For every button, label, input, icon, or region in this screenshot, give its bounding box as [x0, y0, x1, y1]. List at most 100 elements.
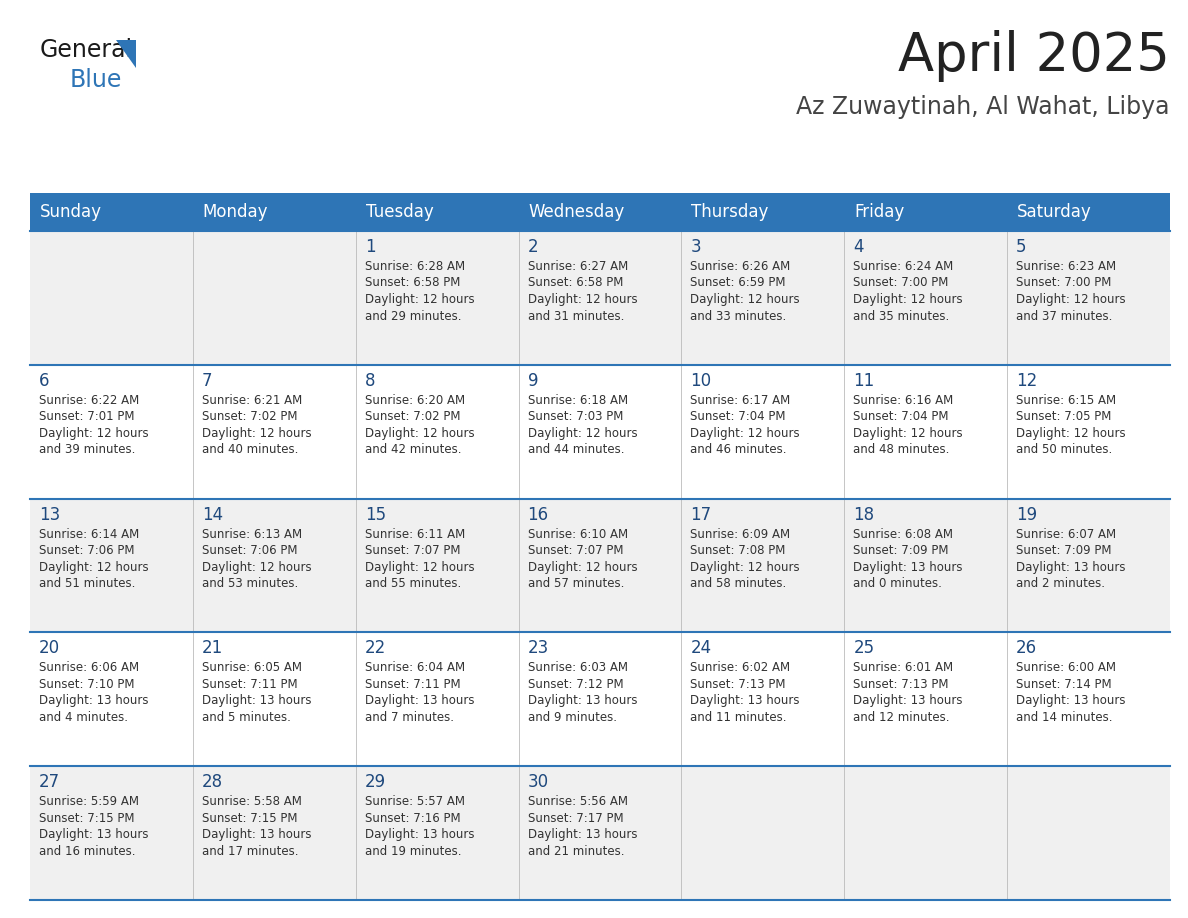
Text: 21: 21 [202, 640, 223, 657]
Text: and 51 minutes.: and 51 minutes. [39, 577, 135, 590]
Text: and 0 minutes.: and 0 minutes. [853, 577, 942, 590]
Text: 30: 30 [527, 773, 549, 791]
Text: Sunset: 7:02 PM: Sunset: 7:02 PM [365, 410, 460, 423]
Text: Sunrise: 6:22 AM: Sunrise: 6:22 AM [39, 394, 139, 407]
Text: and 42 minutes.: and 42 minutes. [365, 443, 461, 456]
Text: and 55 minutes.: and 55 minutes. [365, 577, 461, 590]
Text: Daylight: 12 hours: Daylight: 12 hours [690, 427, 800, 440]
Text: Daylight: 13 hours: Daylight: 13 hours [202, 828, 311, 841]
Text: 12: 12 [1016, 372, 1037, 390]
Bar [30, 231, 1170, 364]
Text: 22: 22 [365, 640, 386, 657]
Text: 25: 25 [853, 640, 874, 657]
Text: Sunset: 7:00 PM: Sunset: 7:00 PM [1016, 276, 1112, 289]
Text: Daylight: 12 hours: Daylight: 12 hours [39, 561, 148, 574]
Bar [30, 633, 1170, 767]
Text: and 57 minutes.: and 57 minutes. [527, 577, 624, 590]
Text: 11: 11 [853, 372, 874, 390]
Text: Daylight: 12 hours: Daylight: 12 hours [1016, 427, 1126, 440]
Text: Sunset: 6:59 PM: Sunset: 6:59 PM [690, 276, 786, 289]
Text: and 9 minutes.: and 9 minutes. [527, 711, 617, 724]
Text: Sunset: 7:09 PM: Sunset: 7:09 PM [853, 544, 949, 557]
Text: and 31 minutes.: and 31 minutes. [527, 309, 624, 322]
Text: Daylight: 13 hours: Daylight: 13 hours [853, 694, 962, 708]
Text: Daylight: 13 hours: Daylight: 13 hours [202, 694, 311, 708]
Text: Sunset: 7:10 PM: Sunset: 7:10 PM [39, 677, 134, 691]
Text: 5: 5 [1016, 238, 1026, 256]
Text: Daylight: 12 hours: Daylight: 12 hours [365, 293, 474, 306]
Text: Sunrise: 6:03 AM: Sunrise: 6:03 AM [527, 661, 627, 675]
Text: 14: 14 [202, 506, 223, 523]
Text: Blue: Blue [70, 68, 122, 92]
Text: and 7 minutes.: and 7 minutes. [365, 711, 454, 724]
Text: Sunrise: 6:07 AM: Sunrise: 6:07 AM [1016, 528, 1117, 541]
Text: Sunrise: 6:09 AM: Sunrise: 6:09 AM [690, 528, 790, 541]
Text: Sunset: 7:15 PM: Sunset: 7:15 PM [39, 812, 134, 824]
Text: Sunset: 7:13 PM: Sunset: 7:13 PM [690, 677, 786, 691]
Text: Sunrise: 6:27 AM: Sunrise: 6:27 AM [527, 260, 627, 273]
Text: Sunrise: 6:02 AM: Sunrise: 6:02 AM [690, 661, 790, 675]
Text: Daylight: 12 hours: Daylight: 12 hours [365, 427, 474, 440]
Bar [30, 193, 1170, 231]
Text: Sunset: 7:16 PM: Sunset: 7:16 PM [365, 812, 460, 824]
Text: Friday: Friday [854, 203, 904, 221]
Text: and 11 minutes.: and 11 minutes. [690, 711, 786, 724]
Text: Monday: Monday [203, 203, 268, 221]
Text: and 39 minutes.: and 39 minutes. [39, 443, 135, 456]
Text: Sunset: 7:04 PM: Sunset: 7:04 PM [853, 410, 949, 423]
Text: Daylight: 12 hours: Daylight: 12 hours [365, 561, 474, 574]
Text: and 35 minutes.: and 35 minutes. [853, 309, 949, 322]
Text: Sunrise: 6:23 AM: Sunrise: 6:23 AM [1016, 260, 1117, 273]
Text: Daylight: 12 hours: Daylight: 12 hours [690, 561, 800, 574]
Text: Sunrise: 6:21 AM: Sunrise: 6:21 AM [202, 394, 302, 407]
Text: Daylight: 12 hours: Daylight: 12 hours [527, 561, 637, 574]
Text: Wednesday: Wednesday [529, 203, 625, 221]
Text: and 5 minutes.: and 5 minutes. [202, 711, 291, 724]
Text: 8: 8 [365, 372, 375, 390]
Text: 17: 17 [690, 506, 712, 523]
Text: and 50 minutes.: and 50 minutes. [1016, 443, 1112, 456]
Text: Daylight: 13 hours: Daylight: 13 hours [365, 828, 474, 841]
Text: 29: 29 [365, 773, 386, 791]
Text: Sunset: 7:01 PM: Sunset: 7:01 PM [39, 410, 134, 423]
Text: and 48 minutes.: and 48 minutes. [853, 443, 949, 456]
Bar [30, 498, 1170, 633]
Text: 28: 28 [202, 773, 223, 791]
Text: Sunset: 7:03 PM: Sunset: 7:03 PM [527, 410, 623, 423]
Text: Daylight: 12 hours: Daylight: 12 hours [527, 427, 637, 440]
Text: and 4 minutes.: and 4 minutes. [39, 711, 128, 724]
Text: Sunset: 7:04 PM: Sunset: 7:04 PM [690, 410, 786, 423]
Text: 24: 24 [690, 640, 712, 657]
Text: Sunset: 7:05 PM: Sunset: 7:05 PM [1016, 410, 1112, 423]
Text: Saturday: Saturday [1017, 203, 1092, 221]
Text: Sunset: 7:09 PM: Sunset: 7:09 PM [1016, 544, 1112, 557]
Text: Sunrise: 6:17 AM: Sunrise: 6:17 AM [690, 394, 791, 407]
Text: Sunday: Sunday [40, 203, 102, 221]
Text: Thursday: Thursday [691, 203, 769, 221]
Text: and 44 minutes.: and 44 minutes. [527, 443, 624, 456]
Text: Sunrise: 5:59 AM: Sunrise: 5:59 AM [39, 795, 139, 808]
Text: Sunset: 7:07 PM: Sunset: 7:07 PM [365, 544, 460, 557]
Text: Daylight: 13 hours: Daylight: 13 hours [527, 694, 637, 708]
Text: Sunrise: 6:13 AM: Sunrise: 6:13 AM [202, 528, 302, 541]
Text: Daylight: 13 hours: Daylight: 13 hours [690, 694, 800, 708]
Text: April 2025: April 2025 [898, 30, 1170, 82]
Text: Sunrise: 6:28 AM: Sunrise: 6:28 AM [365, 260, 465, 273]
Text: 23: 23 [527, 640, 549, 657]
Text: Sunrise: 6:06 AM: Sunrise: 6:06 AM [39, 661, 139, 675]
Text: Daylight: 12 hours: Daylight: 12 hours [853, 427, 963, 440]
Text: 7: 7 [202, 372, 213, 390]
Text: Daylight: 12 hours: Daylight: 12 hours [39, 427, 148, 440]
Text: Daylight: 13 hours: Daylight: 13 hours [39, 828, 148, 841]
Text: Sunrise: 5:58 AM: Sunrise: 5:58 AM [202, 795, 302, 808]
Text: and 19 minutes.: and 19 minutes. [365, 845, 461, 857]
Text: Sunrise: 6:20 AM: Sunrise: 6:20 AM [365, 394, 465, 407]
Text: Sunset: 7:15 PM: Sunset: 7:15 PM [202, 812, 297, 824]
Text: 2: 2 [527, 238, 538, 256]
Text: and 14 minutes.: and 14 minutes. [1016, 711, 1113, 724]
Text: Sunrise: 6:10 AM: Sunrise: 6:10 AM [527, 528, 627, 541]
Text: Sunrise: 6:00 AM: Sunrise: 6:00 AM [1016, 661, 1117, 675]
Text: Sunset: 7:12 PM: Sunset: 7:12 PM [527, 677, 624, 691]
Text: 26: 26 [1016, 640, 1037, 657]
Text: 19: 19 [1016, 506, 1037, 523]
